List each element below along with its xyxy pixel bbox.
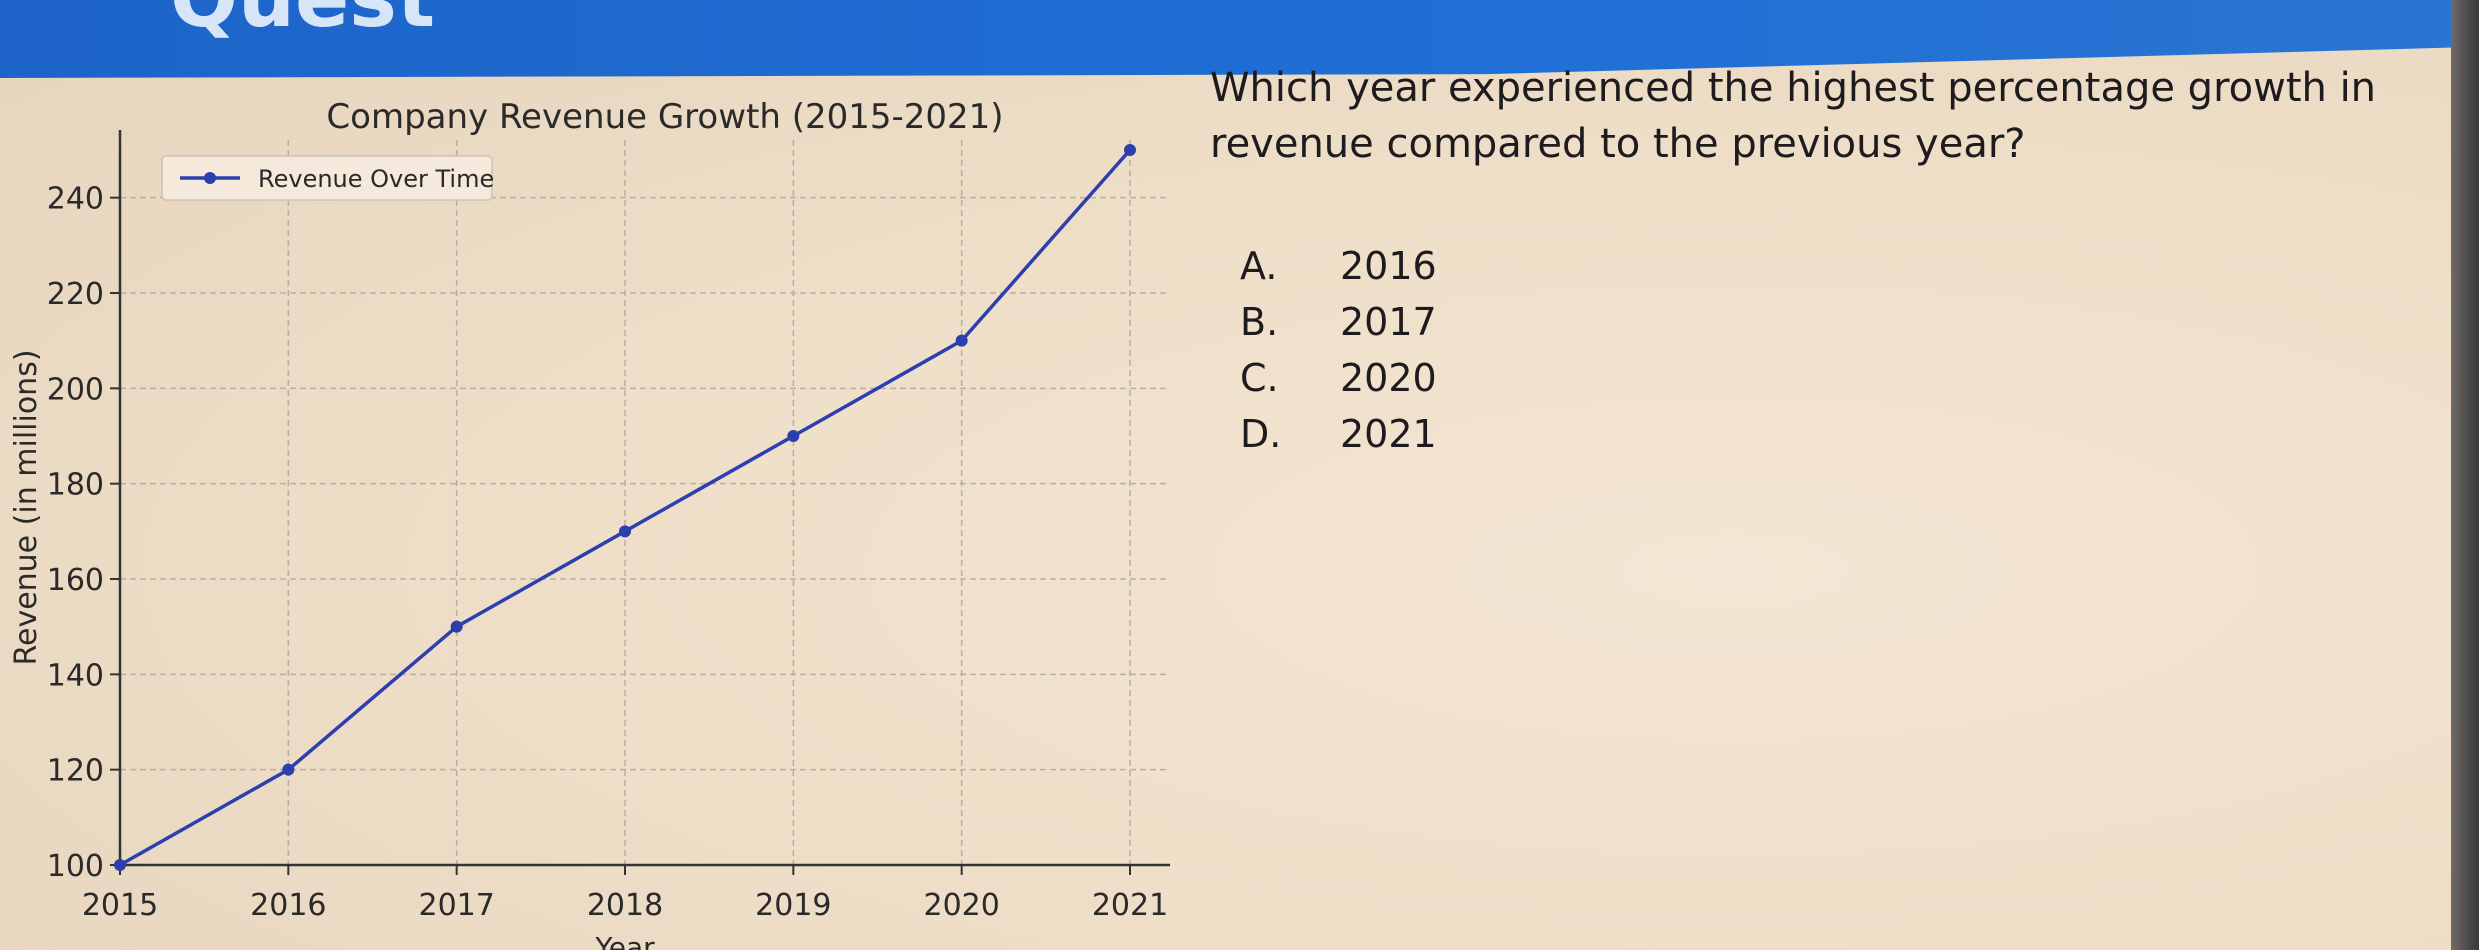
y-tick-label: 140	[47, 658, 104, 693]
header-bar: Quest	[0, 0, 2479, 78]
option-label: 2021	[1340, 412, 1437, 456]
x-tick-label: 2015	[82, 888, 158, 923]
x-tick-label: 2017	[418, 888, 494, 923]
data-point	[114, 859, 126, 871]
data-point	[1124, 144, 1136, 156]
legend-box	[161, 155, 493, 201]
data-point	[955, 334, 968, 347]
option-c[interactable]: C. 2020	[1240, 350, 1437, 406]
chart-series	[114, 144, 1136, 871]
y-tick-label: 180	[47, 468, 104, 503]
option-letter: B.	[1240, 300, 1279, 344]
header-title: Quest	[170, 0, 435, 45]
series-line	[119, 148, 1132, 867]
x-tick-label: 2018	[587, 888, 663, 923]
chart-ticks: 100 120 140 160 180 200 220 240 2015 2016 2017 2018…	[47, 182, 1168, 923]
x-axis-label: Year	[594, 931, 655, 950]
chart-axes	[118, 130, 1170, 867]
question-text: Which year experienced the highest perce…	[1210, 65, 2377, 167]
option-letter: D.	[1240, 412, 1282, 456]
option-label: 2017	[1340, 300, 1437, 344]
y-tick-label: 100	[47, 849, 104, 884]
legend-marker	[204, 172, 216, 184]
option-b[interactable]: B. 2017	[1240, 294, 1437, 350]
x-tick-label: 2016	[250, 888, 326, 923]
option-letter: C.	[1240, 356, 1279, 400]
y-tick-label: 160	[47, 563, 104, 598]
chart-grid	[119, 140, 1170, 866]
chart-title: Company Revenue Growth (2015-2021)	[326, 97, 1003, 137]
x-tick-label: 2021	[1092, 888, 1168, 923]
data-point	[450, 620, 463, 633]
x-tick-label: 2019	[755, 888, 831, 923]
data-point	[787, 430, 800, 442]
y-tick-label: 240	[47, 182, 104, 217]
question-panel: Which year experienced the highest perce…	[1210, 60, 2450, 172]
answer-options: A. 2016 B. 2017 C. 2020 D. 2021	[1240, 238, 1437, 462]
revenue-chart: 100 120 140 160 180 200 220 240 2015 2016 2017 2018…	[9, 97, 1170, 950]
data-point	[619, 525, 631, 538]
option-label: 2020	[1340, 356, 1437, 400]
option-label: 2016	[1340, 244, 1437, 288]
x-tick-label: 2020	[923, 888, 999, 923]
option-d[interactable]: D. 2021	[1240, 406, 1437, 462]
y-tick-label: 120	[47, 754, 104, 789]
legend-label: Revenue Over Time	[258, 165, 494, 193]
option-letter: A.	[1240, 244, 1278, 288]
device-bezel	[2451, 0, 2479, 950]
y-tick-label: 220	[47, 277, 104, 312]
data-point	[282, 763, 295, 776]
chart-labels: Company Revenue Growth (2015-2021) Year Re…	[9, 97, 1004, 950]
y-axis-label: Revenue (in millions)	[9, 349, 44, 665]
option-a[interactable]: A. 2016	[1240, 238, 1437, 294]
y-tick-label: 200	[47, 372, 104, 407]
